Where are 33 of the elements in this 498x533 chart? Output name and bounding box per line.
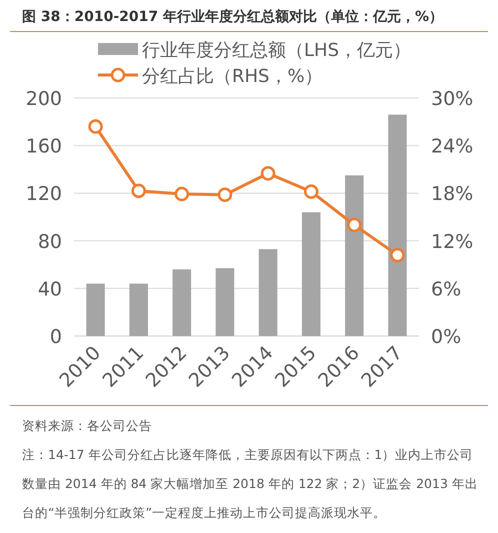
- chart-title: 图 38：2010-2017 年行业年度分红总额对比（单位：亿元，%）: [22, 8, 443, 26]
- point: [390, 248, 405, 262]
- y-tick-label: 120: [26, 183, 62, 206]
- y-tick-label: 0: [50, 326, 62, 348]
- y2-tick-label: 12%: [431, 230, 474, 253]
- bar: [345, 175, 364, 336]
- bar: [302, 212, 320, 336]
- point: [88, 119, 103, 134]
- point: [260, 166, 276, 181]
- y-tick-label: 160: [26, 136, 62, 158]
- point: [347, 218, 362, 232]
- y2-tick-label: 18%: [431, 183, 474, 206]
- text: 注：14-17 年公司分红占比逐年降低，主要原因有以下两点：1）业内上市公司数量由 2014 年的 84 家大幅增加至 2018 年的 122 家；2）证监会 2013 年出台的“半强制分红政策”一定程度上推动上市公司提高派现水平。: [22, 446, 479, 522]
- bar: [216, 268, 234, 336]
- point: [218, 188, 232, 202]
- y2-tick-label: 24%: [431, 136, 474, 158]
- point: [174, 186, 190, 202]
- legend-label: 分红占比（RHS，%）: [142, 66, 323, 87]
- point: [131, 184, 146, 198]
- point: [304, 184, 318, 199]
- bar: [258, 249, 278, 336]
- y2-tick-label: 30%: [431, 88, 474, 110]
- legend-label: 行业年度分红总额（LHS，亿元）: [142, 40, 411, 61]
- y2-tick-label: 6%: [431, 278, 462, 300]
- y-tick-label: 40: [38, 278, 62, 300]
- bar: [86, 284, 105, 336]
- bar: [129, 284, 148, 336]
- y-tick-label: 80: [38, 230, 62, 253]
- text: 资料来源：各公司公告: [22, 417, 153, 435]
- bar: [172, 269, 192, 336]
- y2-tick-label: 0%: [431, 326, 462, 348]
- bar: [388, 114, 407, 336]
- y-tick-label: 200: [26, 88, 62, 110]
